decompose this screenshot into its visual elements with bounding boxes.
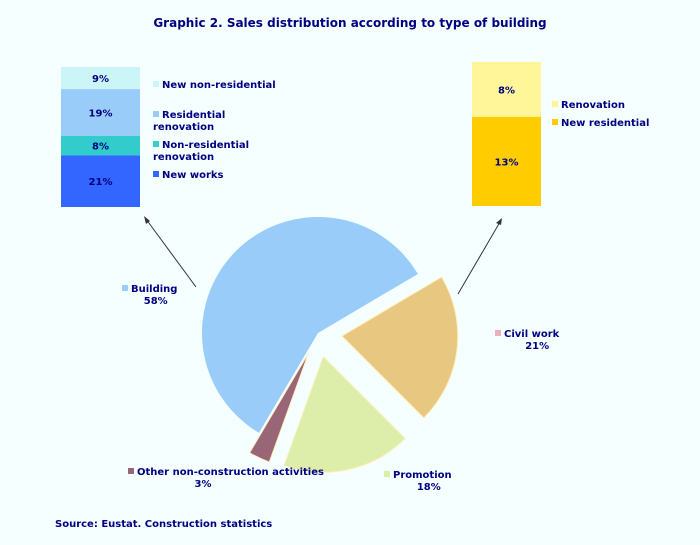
- source-note: Source: Eustat. Construction statistics: [55, 519, 273, 530]
- civil-work-bar-segment-label: 8%: [498, 85, 515, 96]
- legend-renovation: Renovation: [552, 100, 625, 112]
- building-bar-segment-label: 21%: [89, 177, 113, 188]
- label-other: Other non-construction activities 3%: [128, 467, 324, 491]
- pie-slice-promotion: [283, 355, 406, 473]
- pie-slice-civil-work: [341, 276, 459, 419]
- building-bar-segment-label: 9%: [92, 74, 109, 85]
- civil-work-bar-segment-label: 13%: [495, 157, 519, 168]
- arrow-head-building: [144, 216, 150, 224]
- civil-work-bar-segment: [472, 116, 541, 206]
- legend-new-residential: New residential: [552, 118, 649, 130]
- building-bar-segment: [61, 89, 140, 136]
- pie-slice-other-non-construction-activities: [248, 352, 310, 463]
- label-promotion: Promotion 18%: [384, 470, 452, 494]
- legend-non-residential-renovation: Non-residential renovation: [153, 140, 250, 163]
- civil-work-bar-segment: [472, 62, 541, 117]
- legend-new-non-residential: New non-residential: [153, 80, 276, 92]
- label-civil-work: Civil work 21%: [495, 329, 559, 353]
- building-bar-segment-label: 8%: [92, 142, 109, 153]
- building-bar-segment: [61, 135, 140, 156]
- label-building: Building 58%: [122, 284, 177, 308]
- legend-swatch: [384, 471, 390, 477]
- legend-new-works: New works: [153, 170, 224, 182]
- building-bar-segment: [61, 67, 140, 90]
- arrow-building: [145, 218, 197, 288]
- building-bar-segment-label: 19%: [89, 108, 113, 119]
- legend-residential-renovation: Residential renovation: [153, 110, 226, 133]
- chart-title: Graphic 2. Sales distribution according …: [153, 16, 547, 30]
- building-bar-segment: [61, 155, 140, 207]
- legend-swatch: [128, 468, 134, 474]
- legend-swatch: [122, 285, 128, 291]
- legend-swatch: [495, 330, 501, 336]
- pie-slice-building: [201, 216, 418, 433]
- arrow-head-civil-work: [496, 218, 502, 225]
- arrow-civil-work: [457, 221, 501, 295]
